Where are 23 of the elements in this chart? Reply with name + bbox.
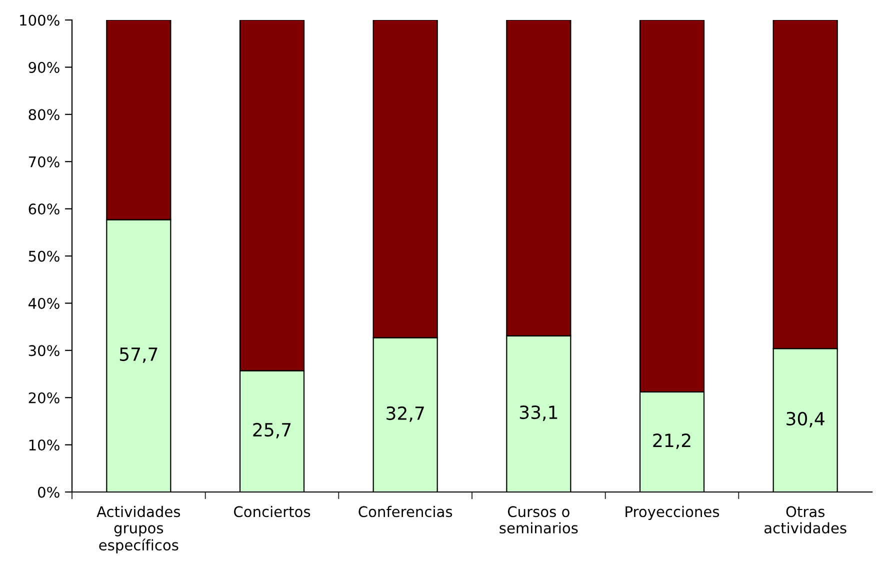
y-tick-label: 90% (28, 62, 60, 73)
y-tick-label: 10% (29, 440, 60, 451)
x-tick-label: Conferencias (358, 506, 452, 518)
y-tick-label: 70% (28, 156, 60, 168)
y-tick-label: 60% (28, 204, 60, 215)
y-tick-label: 20% (28, 392, 60, 404)
data-label: 32,7 (386, 406, 424, 422)
y-tick-label: 80% (28, 109, 60, 120)
data-label: 21,2 (653, 434, 690, 450)
y-tick-label: 40% (28, 298, 60, 309)
x-tick-label: Proyecciones (626, 506, 720, 520)
y-tick-label: 50% (28, 250, 60, 262)
x-tick-label: Otras actividades (764, 506, 846, 534)
x-tick-label: Cursos o seminarios (500, 506, 578, 534)
x-tick-label: Actividades grupos específicos (96, 506, 180, 554)
data-label: 25,7 (253, 422, 291, 438)
x-tick-label: Conciertos (234, 506, 310, 518)
y-tick-label: 0% (38, 486, 60, 498)
data-label: 30,4 (786, 412, 824, 428)
data-label: 33,1 (520, 405, 558, 421)
data-label: 57,7 (120, 348, 158, 363)
y-tick-label: 100% (20, 14, 60, 26)
y-tick-label: 30% (28, 345, 60, 356)
